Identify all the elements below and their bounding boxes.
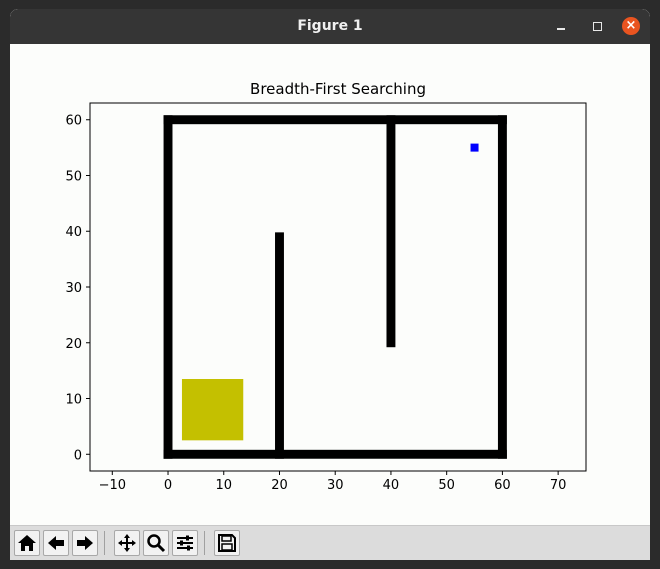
y-tick-label: 0 xyxy=(74,448,82,463)
obstacle-wall xyxy=(163,115,507,125)
toolbar-separator xyxy=(104,531,105,555)
x-tick-label: 50 xyxy=(438,478,455,493)
y-tick-label: 30 xyxy=(65,281,82,296)
plot-canvas[interactable]: −10 0 10 20 30 40 50 60 70 0 10 20 30 40 50 60 Breadth-F… xyxy=(10,44,650,525)
zoom-button[interactable] xyxy=(143,530,169,556)
x-tick-label: 10 xyxy=(215,478,232,493)
minimize-button[interactable] xyxy=(552,17,570,35)
y-tick-label: 50 xyxy=(65,169,82,184)
chart-title: Breadth-First Searching xyxy=(250,80,426,98)
obstacle-wall xyxy=(275,232,284,459)
pan-button[interactable] xyxy=(114,530,140,556)
navigation-toolbar xyxy=(10,525,650,560)
y-tick-label: 60 xyxy=(65,114,82,129)
obstacle-wall xyxy=(386,115,396,348)
visited-region xyxy=(181,379,244,441)
goal-marker xyxy=(470,143,479,152)
minimize-icon xyxy=(557,28,565,30)
chart-svg: −10 0 10 20 30 40 50 60 70 0 10 20 30 40 50 60 Breadth-F… xyxy=(65,80,587,493)
close-button[interactable]: × xyxy=(622,17,640,35)
toolbar-separator xyxy=(204,531,205,555)
obstacle-wall xyxy=(163,115,173,459)
home-button[interactable] xyxy=(14,530,40,556)
back-button[interactable] xyxy=(43,530,69,556)
x-tick-label: 30 xyxy=(327,478,344,493)
save-button[interactable] xyxy=(214,530,240,556)
y-tick-label: 10 xyxy=(65,393,82,408)
pan-icon xyxy=(118,534,136,552)
y-tick-label: 40 xyxy=(65,225,82,240)
close-icon: × xyxy=(625,18,637,33)
obstacle-wall xyxy=(163,449,507,459)
configure-subplots-icon xyxy=(177,535,193,551)
home-icon xyxy=(18,535,36,551)
window-title: Figure 1 xyxy=(297,18,363,34)
forward-icon xyxy=(77,536,93,550)
maximize-icon xyxy=(592,21,602,31)
save-icon xyxy=(218,534,236,552)
zoom-icon xyxy=(147,534,166,553)
x-tick-label: 70 xyxy=(550,478,567,493)
x-tick-label: 20 xyxy=(271,478,288,493)
x-tick-label: 0 xyxy=(164,478,172,493)
figure-window: Figure 1 × −10 0 10 20 30 40 50 60 70 0 10 20 30 40 50… xyxy=(10,9,650,560)
y-tick-label: 20 xyxy=(65,337,82,352)
x-tick-label: 60 xyxy=(494,478,511,493)
configure-subplots-button[interactable] xyxy=(172,530,198,556)
x-tick-label: 40 xyxy=(383,478,400,493)
x-tick-label: −10 xyxy=(99,478,126,493)
obstacle-wall xyxy=(497,115,507,459)
title-bar: Figure 1 × xyxy=(10,9,650,44)
forward-button[interactable] xyxy=(72,530,98,556)
back-icon xyxy=(48,536,64,550)
maximize-button[interactable] xyxy=(588,17,606,35)
